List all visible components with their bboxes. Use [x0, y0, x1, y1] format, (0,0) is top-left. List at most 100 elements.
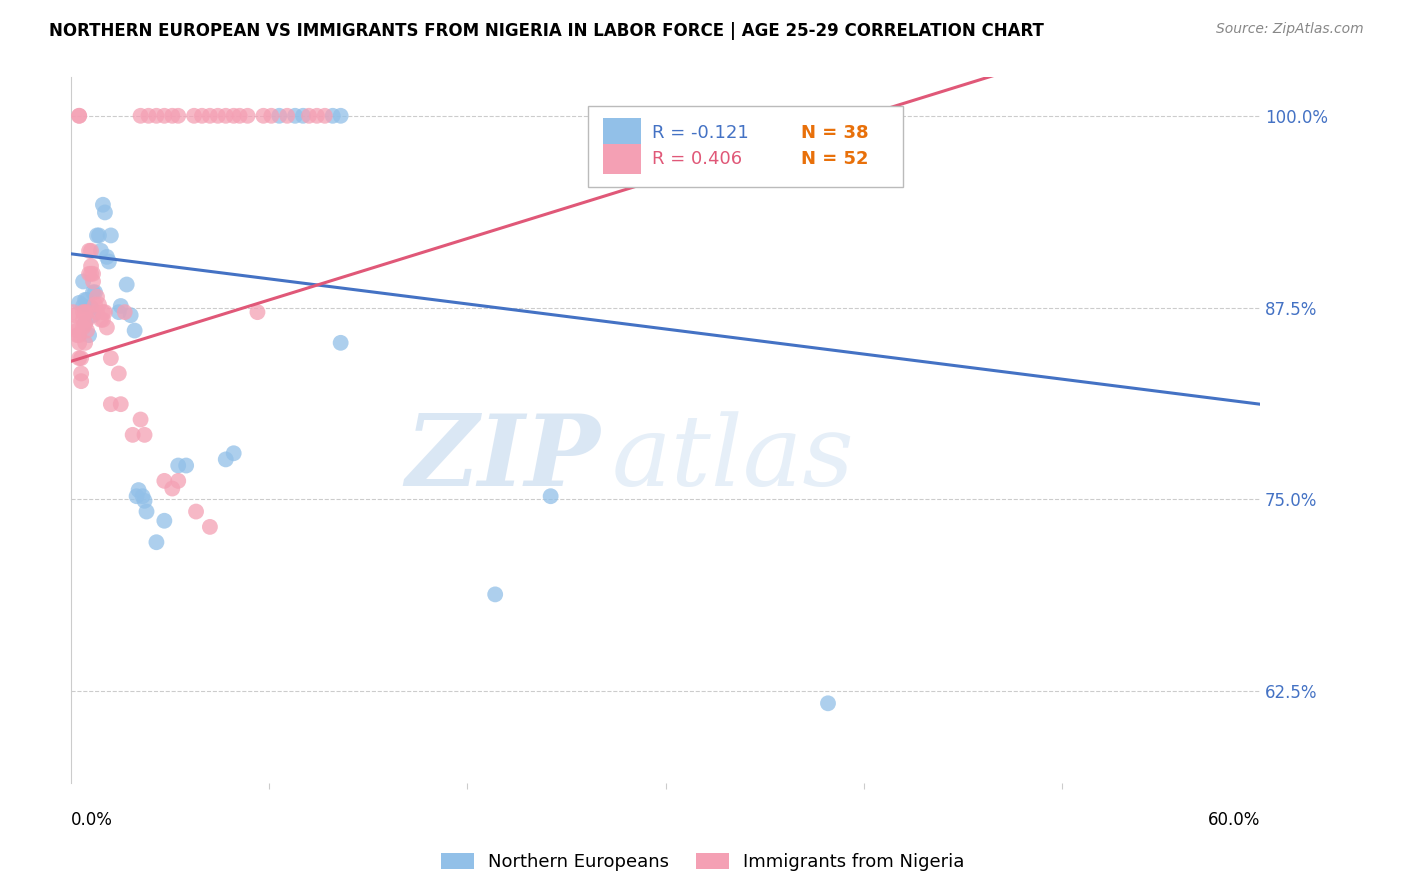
Point: [75, 293, 97, 307]
Point: [84, 285, 107, 300]
Point: [246, 305, 269, 319]
Point: [131, 489, 153, 503]
Point: [305, 109, 328, 123]
Text: 0.0%: 0.0%: [72, 811, 112, 829]
Point: [284, 109, 307, 123]
Point: [82, 275, 104, 289]
Point: [145, 535, 167, 549]
Point: [110, 397, 132, 411]
Point: [222, 446, 245, 460]
Point: [82, 308, 104, 322]
Bar: [603, 119, 641, 148]
Point: [75, 318, 97, 332]
Point: [70, 374, 93, 388]
Legend: Northern Europeans, Immigrants from Nigeria: Northern Europeans, Immigrants from Nige…: [434, 846, 972, 879]
Point: [198, 520, 221, 534]
Point: [134, 428, 156, 442]
Text: N = 38: N = 38: [801, 124, 869, 142]
Point: [91, 198, 114, 212]
Point: [153, 109, 176, 123]
Point: [329, 109, 352, 123]
Point: [67, 109, 90, 123]
Point: [80, 267, 103, 281]
Point: [75, 335, 97, 350]
Point: [67, 296, 90, 310]
Point: [76, 313, 98, 327]
Point: [82, 285, 104, 300]
Point: [76, 324, 98, 338]
Point: [66, 324, 89, 338]
Text: N = 52: N = 52: [801, 150, 869, 169]
Point: [115, 277, 138, 292]
Point: [198, 109, 221, 123]
Point: [215, 452, 238, 467]
Point: [63, 308, 86, 322]
Point: [86, 305, 108, 319]
Point: [184, 504, 207, 518]
Point: [77, 328, 100, 343]
Point: [260, 109, 283, 123]
Point: [91, 313, 114, 327]
Text: R = 0.406: R = 0.406: [652, 150, 742, 169]
Point: [77, 244, 100, 258]
Point: [67, 328, 90, 343]
Point: [222, 109, 245, 123]
Point: [94, 305, 117, 319]
Bar: [603, 145, 641, 174]
Point: [67, 351, 90, 366]
Point: [128, 483, 150, 497]
Point: [87, 228, 110, 243]
Point: [107, 367, 129, 381]
Point: [298, 109, 321, 123]
Point: [77, 267, 100, 281]
Point: [96, 320, 118, 334]
Point: [236, 109, 259, 123]
Point: [90, 313, 112, 327]
Point: [62, 305, 84, 319]
Point: [817, 696, 839, 710]
Point: [94, 205, 117, 219]
Point: [145, 109, 167, 123]
Point: [153, 474, 176, 488]
Text: atlas: atlas: [612, 411, 855, 506]
Point: [215, 109, 238, 123]
Point: [80, 244, 103, 258]
Point: [100, 228, 122, 243]
Point: [72, 305, 94, 319]
Point: [129, 412, 152, 426]
Point: [329, 335, 352, 350]
Point: [228, 109, 250, 123]
Point: [121, 428, 143, 442]
Point: [292, 109, 315, 123]
Point: [183, 109, 205, 123]
Point: [120, 308, 142, 322]
Text: R = -0.121: R = -0.121: [652, 124, 749, 142]
Point: [207, 109, 229, 123]
Point: [75, 316, 97, 330]
FancyBboxPatch shape: [588, 105, 903, 186]
Point: [167, 109, 190, 123]
Point: [174, 458, 197, 473]
Point: [138, 109, 160, 123]
Point: [67, 335, 90, 350]
Point: [82, 267, 104, 281]
Point: [153, 514, 176, 528]
Text: 60.0%: 60.0%: [1208, 811, 1260, 829]
Point: [191, 109, 214, 123]
Point: [66, 328, 89, 343]
Point: [63, 320, 86, 334]
Point: [269, 109, 291, 123]
Point: [97, 254, 120, 268]
Point: [100, 351, 122, 366]
Point: [72, 320, 94, 334]
Point: [80, 301, 103, 315]
Point: [107, 305, 129, 319]
Text: Source: ZipAtlas.com: Source: ZipAtlas.com: [1216, 22, 1364, 37]
Point: [484, 587, 506, 601]
Point: [134, 493, 156, 508]
Point: [75, 305, 97, 319]
Point: [314, 109, 336, 123]
Point: [252, 109, 274, 123]
Text: ZIP: ZIP: [405, 410, 600, 507]
Point: [124, 324, 146, 338]
